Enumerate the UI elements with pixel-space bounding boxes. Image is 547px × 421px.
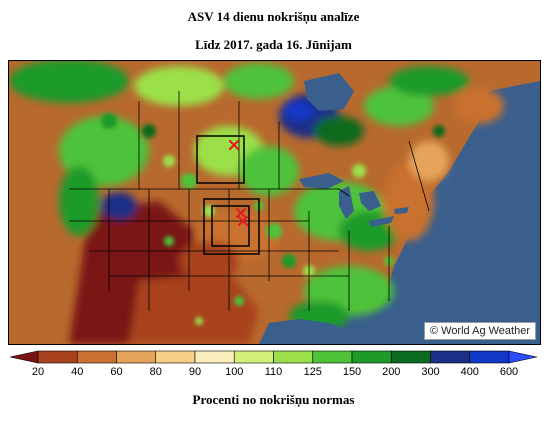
legend-swatch xyxy=(155,350,196,364)
legend-label: 600 xyxy=(499,366,519,378)
central-plains-box xyxy=(203,198,260,255)
legend-label: 60 xyxy=(110,366,123,378)
legend-swatch xyxy=(312,350,353,364)
dry-mexico xyxy=(129,271,259,344)
legend-swatch xyxy=(116,350,157,364)
legend-label: 300 xyxy=(421,366,440,378)
legend-swatch xyxy=(430,350,471,364)
legend-label: 200 xyxy=(382,366,401,378)
red-x-markers xyxy=(228,139,249,227)
legend-label: 20 xyxy=(31,366,45,378)
legend-arrow-low xyxy=(10,350,39,364)
marker-north xyxy=(228,139,240,151)
legend-swatch xyxy=(76,350,117,364)
legend-label: 80 xyxy=(149,366,162,378)
hudson-bay xyxy=(304,73,354,111)
legend-swatch xyxy=(273,350,314,364)
central-plains-inner-box xyxy=(211,205,250,247)
marker-south-1 xyxy=(235,207,247,219)
gulf-of-mexico xyxy=(259,319,359,344)
legend-swatch xyxy=(233,350,274,364)
legend-label: 125 xyxy=(303,366,322,378)
legend-swatch xyxy=(469,350,510,364)
northern-plains-box xyxy=(196,135,245,184)
map-title: ASV 14 dienu nokrišņu analīze xyxy=(187,9,360,24)
map-credit: © World Ag Weather xyxy=(423,322,536,340)
border-lines xyxy=(69,91,430,311)
legend-swatch xyxy=(37,350,78,364)
legend-swatch xyxy=(390,350,431,364)
legend-labels: 20 40 60 80 90 100 110 125 150 200 300 400 600 xyxy=(10,366,537,380)
map-subtitle: Līdz 2017. gada 16. Jūnijam xyxy=(195,37,352,52)
legend-label: 110 xyxy=(264,366,283,378)
legend-label: 100 xyxy=(225,366,244,378)
legend-label: 150 xyxy=(342,366,362,378)
legend-label: 40 xyxy=(71,366,84,378)
precipitation-speckles xyxy=(101,113,445,325)
legend-label: 90 xyxy=(188,366,202,378)
great-lakes xyxy=(299,173,409,227)
legend-caption: Procenti no nokrišņu normas xyxy=(192,392,355,407)
legend-label: 400 xyxy=(460,366,479,378)
legend-swatch xyxy=(351,350,392,364)
legend-swatch xyxy=(194,350,235,364)
legend-arrow-high xyxy=(508,350,537,364)
highlight-boxes xyxy=(196,135,260,255)
precipitation-fields xyxy=(9,61,504,344)
marker-south-2 xyxy=(237,215,249,227)
precipitation-map: © World Ag Weather xyxy=(8,60,541,345)
color-legend-bar xyxy=(10,350,537,364)
